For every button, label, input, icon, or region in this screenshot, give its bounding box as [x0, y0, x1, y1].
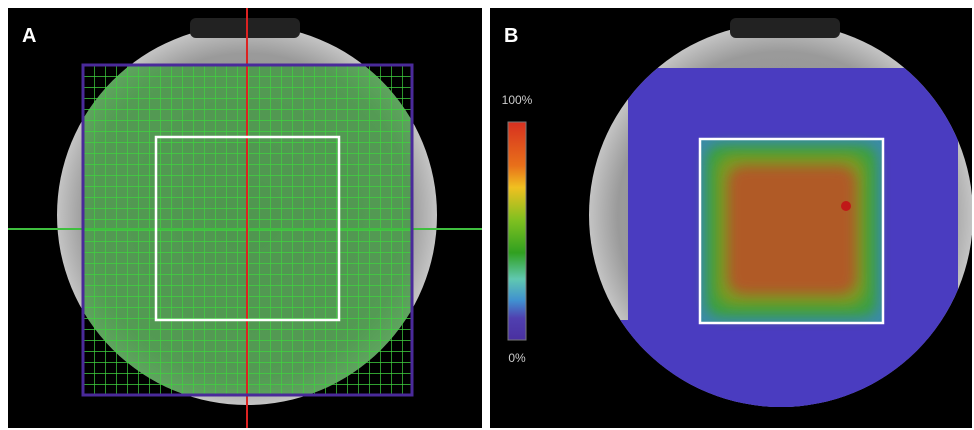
panel-a [8, 8, 482, 428]
colorbar-min-label: 0% [508, 351, 526, 365]
panel-label: A [22, 25, 36, 47]
colorbar-max-label: 100% [502, 93, 533, 107]
figure: A B 100% 0% [0, 0, 974, 430]
panel-b [490, 8, 974, 430]
panel-label: B [504, 25, 518, 47]
